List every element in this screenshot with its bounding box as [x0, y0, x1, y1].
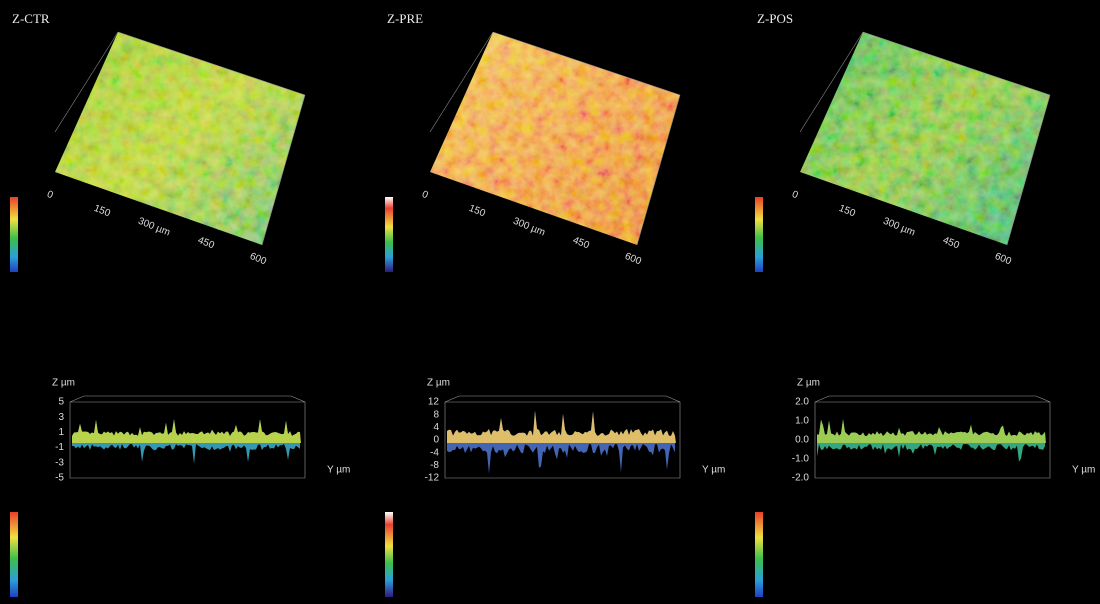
- y-axis-label: Y µm: [327, 465, 350, 476]
- surface-tick-label: 0: [420, 189, 430, 201]
- surface-tick-label: 600: [248, 251, 268, 268]
- z-tick-label: -12: [425, 473, 440, 484]
- z-tick-label: -2.0: [792, 473, 810, 484]
- panel-label: Z-CTR: [12, 11, 50, 26]
- surface-texture: [795, 28, 1055, 250]
- colorbar: [755, 197, 763, 272]
- z-tick-label: -5: [55, 473, 64, 484]
- surface-texture: [50, 28, 310, 250]
- surface-tick-label: 150: [467, 203, 487, 220]
- panel-label: Z-POS: [757, 11, 793, 26]
- z-tick-label: 0.0: [795, 435, 809, 446]
- z-tick-label: -1: [55, 442, 64, 453]
- profile-upper: [447, 411, 676, 443]
- colorbar: [10, 512, 18, 597]
- z-tick-label: 12: [428, 397, 440, 408]
- z-axis-label: Z µm: [797, 378, 820, 389]
- colorbar: [385, 197, 393, 272]
- z-tick-label: 0: [433, 435, 439, 446]
- surface-tick-label: 450: [941, 235, 961, 252]
- z-tick-label: 1.0: [795, 416, 809, 427]
- z-tick-label: 1: [58, 427, 64, 438]
- surface: [50, 28, 310, 250]
- surface-tick-label: 450: [196, 235, 216, 252]
- colorbar: [10, 197, 18, 272]
- surface: [795, 28, 1055, 250]
- surface: [425, 28, 685, 250]
- z-tick-label: -1.0: [792, 454, 810, 465]
- z-tick-label: 2.0: [795, 397, 809, 408]
- surface-tick-label: 150: [92, 203, 112, 220]
- profile-upper: [72, 419, 301, 443]
- z-tick-label: -8: [430, 460, 439, 471]
- z-tick-label: -3: [55, 457, 64, 468]
- z-tick-label: 3: [58, 412, 64, 423]
- y-axis-label: Y µm: [702, 465, 725, 476]
- surface-tick-label: 600: [623, 251, 643, 268]
- surface-tick-label: 300 µm: [511, 216, 546, 239]
- y-axis-label: Y µm: [1072, 465, 1095, 476]
- surface-tick-label: 450: [571, 235, 591, 252]
- figure: Z-CTR 0 150 300 µm 450 600 Z µm 5 3 1 -1 -3 -5 Y µm Z-…: [0, 0, 1100, 604]
- z-tick-label: 4: [433, 422, 439, 433]
- z-axis-label: Z µm: [52, 378, 75, 389]
- surface-tick-label: 150: [837, 203, 857, 220]
- surface-tick-label: 300 µm: [881, 216, 916, 239]
- surface-tick-label: 0: [45, 189, 55, 201]
- z-tick-label: 5: [58, 397, 64, 408]
- surface-tick-label: 600: [993, 251, 1013, 268]
- surface-tick-label: 0: [790, 189, 800, 201]
- surface-texture: [425, 28, 685, 250]
- z-axis-label: Z µm: [427, 378, 450, 389]
- profile-upper: [817, 419, 1046, 443]
- z-tick-label: -4: [430, 447, 439, 458]
- colorbar: [385, 512, 393, 597]
- panel-label: Z-PRE: [387, 11, 423, 26]
- surface-tick-label: 300 µm: [136, 216, 171, 239]
- z-tick-label: 8: [433, 409, 439, 420]
- colorbar: [755, 512, 763, 597]
